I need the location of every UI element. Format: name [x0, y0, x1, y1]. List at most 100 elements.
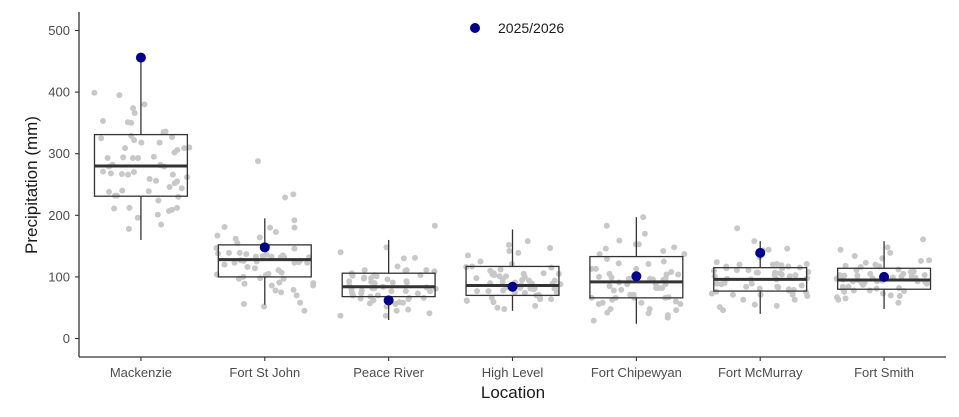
observation-point — [837, 246, 844, 253]
observation-point — [841, 288, 848, 295]
observation-point — [785, 263, 792, 270]
observation-point — [499, 278, 506, 285]
observation-point — [158, 221, 165, 228]
observation-point — [171, 180, 178, 187]
observation-point — [267, 224, 274, 231]
observation-point — [240, 301, 247, 308]
observation-point — [548, 296, 555, 303]
observation-point — [677, 301, 684, 308]
observation-point — [254, 158, 261, 165]
observation-point — [524, 238, 531, 245]
observation-point — [721, 280, 728, 287]
observation-point — [607, 305, 614, 312]
observation-point — [130, 169, 137, 176]
observation-point — [346, 278, 353, 285]
box-4 — [589, 217, 684, 324]
observation-point — [490, 270, 497, 277]
observation-point — [169, 134, 176, 141]
observation-point — [867, 270, 874, 277]
observation-point — [792, 272, 799, 279]
observation-point — [488, 294, 495, 301]
observation-point — [618, 286, 625, 293]
observation-point — [252, 253, 259, 260]
observation-point — [895, 266, 902, 273]
observation-point — [675, 271, 682, 278]
observation-point — [232, 235, 239, 242]
observation-point — [603, 256, 610, 263]
observation-point — [804, 293, 811, 300]
legend-label: 2025/2026 — [498, 20, 564, 36]
observation-point — [608, 274, 615, 281]
box-3 — [465, 229, 560, 311]
observation-point — [414, 290, 421, 297]
box-1 — [217, 218, 312, 305]
observation-point — [668, 268, 675, 275]
x-tick-label: Fort Smith — [854, 365, 914, 380]
y-tick-label: 100 — [48, 269, 70, 284]
observation-point — [236, 249, 243, 256]
observation-point — [625, 275, 632, 282]
observation-point — [708, 290, 715, 297]
observation-point — [169, 206, 176, 213]
observation-point — [532, 302, 539, 309]
observation-point — [120, 154, 127, 161]
observation-point — [630, 291, 637, 298]
observation-point — [128, 119, 135, 126]
observation-point — [477, 258, 484, 265]
observation-point — [122, 145, 129, 152]
observation-point — [393, 307, 400, 314]
observation-point — [663, 271, 670, 278]
observation-point — [310, 280, 317, 287]
observation-point — [646, 305, 653, 312]
observation-point — [521, 273, 528, 280]
observation-point — [835, 296, 842, 303]
observation-point — [850, 287, 857, 294]
observation-point — [494, 304, 501, 311]
highlight-points — [135, 52, 890, 306]
observation-point — [641, 230, 648, 237]
y-tick-label: 400 — [48, 85, 70, 100]
observation-point — [506, 248, 513, 255]
observation-point — [276, 279, 283, 286]
observation-point — [118, 171, 125, 178]
observation-point — [403, 278, 410, 285]
observation-point — [181, 145, 188, 152]
observation-point — [745, 267, 752, 274]
observation-point — [221, 261, 228, 268]
observation-point — [615, 260, 622, 267]
x-axis-ticks: Mackenzie Fort St John Peace River High Lev… — [110, 357, 914, 380]
observation-point — [98, 135, 105, 142]
observation-point — [640, 214, 647, 221]
observation-point — [606, 283, 613, 290]
observation-point — [427, 288, 434, 295]
observation-point — [301, 307, 308, 314]
observation-point — [803, 260, 810, 267]
observation-point — [733, 267, 740, 274]
observation-point — [887, 249, 894, 256]
observation-point — [348, 289, 355, 296]
observation-point — [548, 264, 555, 271]
observation-point — [154, 211, 161, 218]
observation-point — [221, 224, 228, 231]
box-0 — [93, 57, 189, 240]
observation-point — [602, 245, 609, 252]
observation-point — [900, 270, 907, 277]
observation-point — [278, 289, 285, 296]
observation-point — [291, 245, 298, 252]
observation-point — [463, 297, 470, 304]
observation-point — [596, 273, 603, 280]
observation-point — [756, 285, 763, 292]
observation-point — [111, 205, 118, 212]
observation-point — [464, 252, 471, 259]
observation-point — [714, 280, 721, 287]
observation-point — [526, 277, 533, 284]
observation-point — [784, 245, 791, 252]
observation-point — [786, 273, 793, 280]
box-5 — [713, 241, 808, 314]
observation-point — [521, 289, 528, 296]
observation-point — [681, 251, 688, 258]
observation-point — [734, 225, 741, 232]
observation-point — [155, 197, 162, 204]
observation-point — [862, 259, 869, 266]
observation-point — [134, 214, 141, 221]
